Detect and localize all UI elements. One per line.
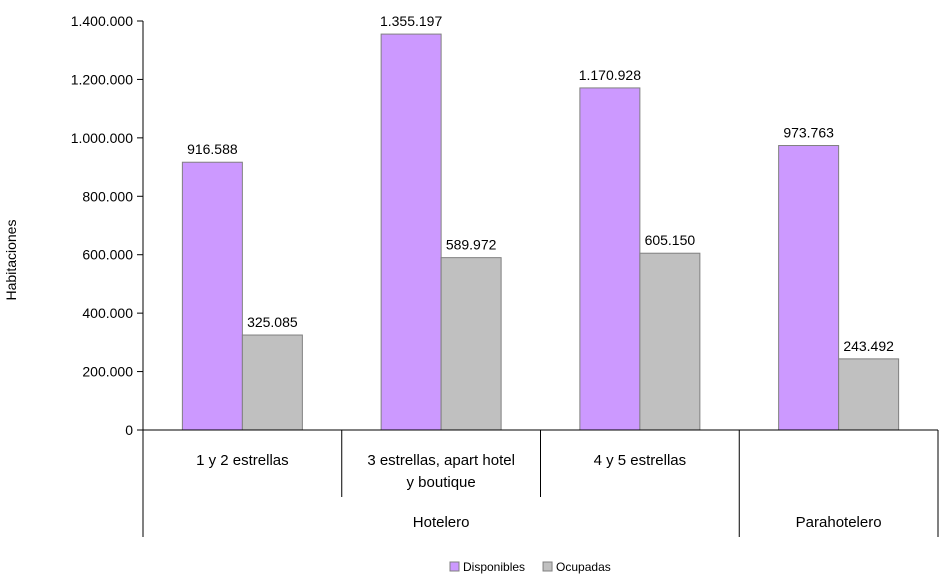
data-label: 605.150 bbox=[645, 232, 696, 248]
bar-disponibles bbox=[380, 33, 442, 431]
bar-disponibles bbox=[579, 87, 641, 431]
y-tick-label: 0 bbox=[125, 422, 133, 438]
legend: Disponibles Ocupadas bbox=[449, 560, 611, 574]
x-axis: 1 y 2 estrellas 3 estrellas, apart hotel y… bbox=[142, 429, 939, 537]
data-label: 1.170.928 bbox=[579, 67, 641, 83]
legend-label-disponibles: Disponibles bbox=[463, 560, 525, 574]
x-category-label: y boutique bbox=[407, 474, 476, 491]
bar-ocupadas bbox=[440, 257, 502, 431]
legend-swatch-disponibles bbox=[449, 561, 460, 572]
data-label: 589.972 bbox=[446, 237, 497, 253]
y-tick-label: 800.000 bbox=[82, 188, 133, 204]
bar-ocupadas bbox=[639, 252, 701, 431]
data-label: 916.588 bbox=[187, 141, 238, 157]
data-label: 243.492 bbox=[843, 338, 894, 354]
x-category-label: 4 y 5 estrellas bbox=[594, 452, 687, 469]
x-group-label: Parahotelero bbox=[796, 514, 882, 531]
y-tick-label: 400.000 bbox=[82, 305, 133, 321]
bar-ocupadas bbox=[241, 334, 303, 431]
data-label: 1.355.197 bbox=[380, 13, 442, 29]
data-label: 325.085 bbox=[247, 314, 298, 330]
legend-label-ocupadas: Ocupadas bbox=[556, 560, 611, 574]
legend-swatch-ocupadas bbox=[542, 561, 553, 572]
bar-disponibles bbox=[778, 145, 840, 431]
x-category-label: 3 estrellas, apart hotel bbox=[367, 452, 515, 469]
y-axis: 0 200.000 400.000 600.000 800.000 1.000.000 1.… bbox=[71, 13, 144, 438]
bar-ocupadas bbox=[838, 358, 900, 431]
data-label: 973.763 bbox=[783, 125, 834, 141]
y-tick-label: 1.200.000 bbox=[71, 71, 133, 87]
y-axis-title: Habitaciones bbox=[3, 220, 19, 301]
x-category-label: 1 y 2 estrellas bbox=[196, 452, 289, 469]
y-tick-label: 1.400.000 bbox=[71, 13, 133, 29]
bars: 916.588 325.085 1.355.197 589.972 1.170.928 6… bbox=[181, 13, 900, 431]
y-tick-label: 1.000.000 bbox=[71, 130, 133, 146]
y-tick-label: 200.000 bbox=[82, 364, 133, 380]
y-tick-label: 600.000 bbox=[82, 247, 133, 263]
bar-disponibles bbox=[181, 161, 243, 431]
x-group-label: Hotelero bbox=[413, 514, 470, 531]
